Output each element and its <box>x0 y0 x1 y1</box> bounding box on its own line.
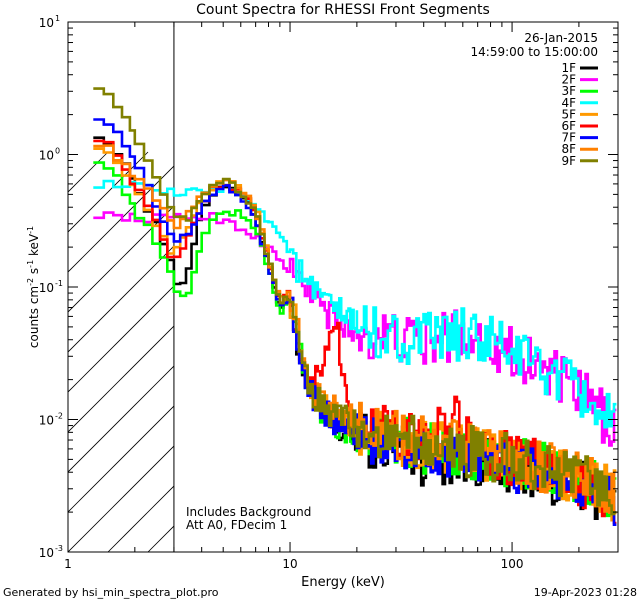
hatch-line <box>68 151 109 193</box>
y-axis-label-exp3: -1 <box>26 226 35 234</box>
y-axis-label: counts cm-2 s-1 keV-1 <box>26 226 41 348</box>
x-tick-label: 10 <box>282 557 297 571</box>
annotation-background: Includes Background <box>186 505 311 519</box>
time-range-label: 14:59:00 to 15:00:00 <box>471 45 598 59</box>
hatch-line <box>68 445 174 552</box>
y-axis-label-end: keV <box>27 233 41 260</box>
series-line-4F <box>93 179 617 429</box>
y-tick-label: 10 <box>39 281 54 295</box>
footer-generated-by: Generated by hsi_min_spectra_plot.pro <box>3 586 219 599</box>
x-axis-label: Energy (keV) <box>301 575 385 590</box>
legend-label-1F: 1F <box>561 61 576 75</box>
legend-label-3F: 3F <box>561 84 576 98</box>
x-tick-label: 100 <box>501 557 524 571</box>
hatch-line <box>68 152 69 153</box>
annotation-attenuator: Att A0, FDecim 1 <box>186 518 287 532</box>
footer-timestamp: 19-Apr-2023 01:28 <box>534 586 637 599</box>
axis-ticks <box>67 22 619 553</box>
series-line-9F <box>93 87 617 516</box>
y-axis-label-exp1: -2 <box>26 278 35 286</box>
date-label: 26-Jan-2015 <box>524 31 598 45</box>
y-tick-label: 10 <box>39 414 54 428</box>
y-tick-label: 10 <box>39 16 54 30</box>
y-tick-label-exponent: 0 <box>55 147 60 156</box>
legend-label-4F: 4F <box>561 96 576 110</box>
y-axis-label-exp2: -1 <box>26 260 35 268</box>
hatch-line <box>68 325 174 433</box>
y-axis-label-main: counts cm <box>27 286 41 348</box>
hatch-line <box>68 365 174 473</box>
hatch-line <box>68 405 174 513</box>
y-tick-label: 10 <box>39 149 54 163</box>
legend-label-6F: 6F <box>561 119 576 133</box>
hatch-line <box>628 152 640 552</box>
y-axis-label-mid: s <box>27 268 41 278</box>
series-layer <box>93 87 617 526</box>
y-tick-label-exponent: -1 <box>55 279 63 288</box>
legend-label-9F: 9F <box>561 154 576 168</box>
y-tick-label-exponent: -2 <box>55 412 63 421</box>
chart-title: Count Spectra for RHESSI Front Segments <box>196 2 490 18</box>
legend-label-7F: 7F <box>561 131 576 145</box>
legend-label-2F: 2F <box>561 73 576 87</box>
y-tick-label: 10 <box>39 546 54 560</box>
hatch-line <box>68 151 149 233</box>
legend-label-8F: 8F <box>561 142 576 156</box>
y-tick-label-exponent: -3 <box>55 544 63 553</box>
y-tick-label-exponent: 1 <box>55 14 60 23</box>
x-tick-label: 1 <box>64 557 72 571</box>
hatch-line <box>68 285 174 393</box>
legend-label-5F: 5F <box>561 107 576 121</box>
